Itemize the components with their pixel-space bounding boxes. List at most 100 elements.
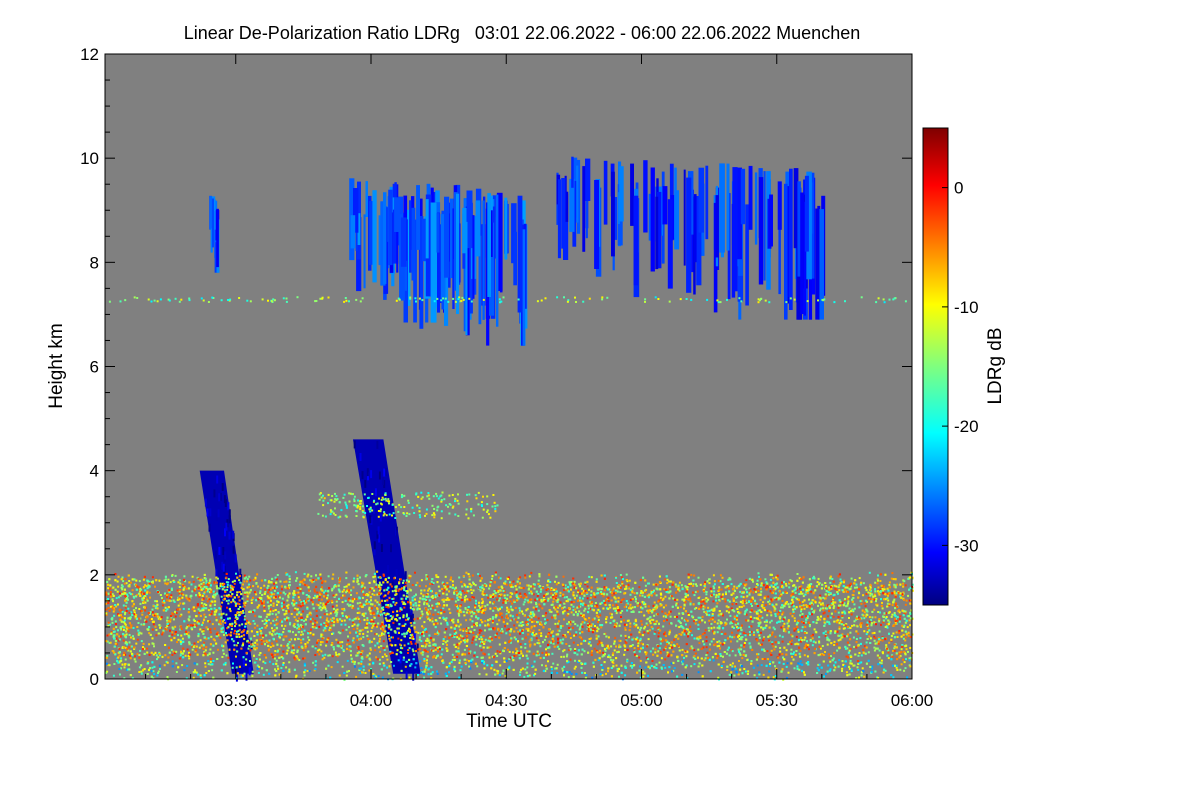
aerosol-pixel	[414, 642, 417, 645]
aerosol-pixel	[908, 619, 911, 622]
aerosol-pixel	[162, 598, 164, 601]
cirrus-streak	[496, 192, 503, 291]
aerosol-pixel	[381, 655, 384, 658]
aerosol-pixel	[491, 621, 494, 624]
aerosol-pixel	[713, 607, 716, 610]
aerosol-pixel	[128, 654, 131, 657]
aerosol-pixel	[739, 652, 741, 655]
aerosol-pixel	[318, 591, 321, 594]
aerosol-pixel	[421, 653, 424, 656]
aerosol-pixel	[313, 669, 316, 672]
aerosol-pixel	[541, 664, 543, 667]
aerosol-pixel	[828, 610, 831, 613]
aerosol-pixel	[869, 586, 872, 589]
aerosol-pixel	[330, 666, 333, 669]
aerosol-pixel	[885, 616, 888, 618]
aerosol-pixel	[348, 583, 351, 586]
cirrus-streak	[513, 231, 517, 286]
aerosol-pixel	[341, 641, 344, 644]
aerosol-pixel	[256, 664, 259, 667]
cirrus-streak	[643, 160, 648, 233]
rain-streak	[232, 530, 235, 539]
cirrus-streak	[475, 200, 481, 257]
aerosol-pixel	[236, 630, 238, 633]
aerosol-pixel	[463, 658, 466, 661]
aerosol-pixel	[124, 646, 127, 649]
aerosol-pixel	[307, 636, 310, 639]
aerosol-pixel	[262, 673, 265, 676]
cirrus-streak	[465, 206, 470, 336]
cirrus-streak	[482, 200, 485, 320]
aerosol-pixel	[341, 601, 344, 604]
cirrus-streak	[754, 172, 758, 245]
aerosol-pixel	[282, 645, 285, 648]
aerosol-pixel	[302, 582, 305, 585]
aerosol-pixel	[890, 615, 893, 618]
cirrus-streak	[363, 214, 366, 289]
aerosol-pixel	[135, 579, 138, 582]
aerosol-pixel	[201, 585, 204, 588]
aerosol-pixel	[511, 615, 514, 618]
aerosol-pixel	[222, 645, 225, 648]
aerosol-pixel	[699, 616, 702, 619]
aerosol-pixel	[579, 592, 581, 595]
aerosol-pixel	[490, 628, 493, 631]
aerosol-pixel	[135, 642, 138, 645]
aerosol-pixel	[678, 620, 681, 623]
aerosol-pixel	[748, 592, 751, 595]
aerosol-pixel	[770, 592, 773, 595]
aerosol-pixel	[459, 592, 462, 595]
aerosol-pixel	[817, 617, 820, 620]
aerosol-pixel	[719, 574, 722, 577]
cirrus-streak	[667, 199, 673, 289]
aerosol-pixel	[506, 622, 509, 625]
aerosol-pixel	[602, 607, 605, 610]
aerosol-pixel	[522, 596, 525, 599]
aerosol-pixel	[753, 631, 755, 634]
aerosol-pixel	[134, 655, 136, 658]
aerosol-pixel	[273, 582, 275, 585]
aerosol-pixel	[838, 627, 841, 630]
aerosol-pixel	[663, 578, 666, 581]
aerosol-pixel	[227, 578, 230, 580]
rain-streak	[228, 515, 231, 524]
aerosol-pixel	[434, 646, 437, 649]
aerosol-pixel	[202, 581, 205, 584]
aerosol-pixel	[528, 619, 531, 621]
aerosol-pixel	[284, 624, 287, 627]
aerosol-pixel	[644, 589, 646, 592]
aerosol-pixel	[122, 629, 125, 631]
aerosol-pixel	[893, 612, 896, 614]
aerosol-pixel	[224, 641, 227, 644]
aerosol-pixel	[623, 619, 625, 622]
aerosol-pixel	[838, 589, 841, 592]
aerosol-pixel	[544, 593, 547, 596]
aerosol-pixel	[871, 665, 874, 668]
aerosol-pixel	[252, 620, 255, 622]
aerosol-pixel	[340, 646, 343, 649]
aerosol-pixel	[880, 659, 883, 662]
aerosol-pixel	[859, 600, 862, 603]
aerosol-pixel	[509, 639, 512, 642]
aerosol-pixel	[629, 603, 632, 606]
aerosol-pixel	[414, 666, 417, 669]
aerosol-pixel	[382, 595, 385, 598]
aerosol-pixel	[323, 656, 326, 659]
rain-streak	[227, 502, 230, 511]
cirrus-streak	[400, 217, 407, 267]
aerosol-pixel	[646, 624, 649, 627]
aerosol-pixel	[293, 649, 296, 652]
aerosol-pixel	[115, 657, 118, 660]
aerosol-pixel	[784, 602, 787, 605]
aerosol-pixel	[816, 581, 819, 584]
aerosol-pixel	[305, 601, 308, 604]
aerosol-pixel	[839, 619, 842, 622]
aerosol-pixel	[124, 623, 127, 626]
aerosol-pixel	[740, 605, 743, 608]
aerosol-pixel	[873, 621, 876, 624]
cirrus-streak	[353, 188, 359, 233]
aerosol-pixel	[590, 576, 593, 579]
aerosol-pixel	[653, 609, 656, 612]
aerosol-pixel	[615, 645, 617, 648]
aerosol-pixel	[789, 602, 792, 605]
